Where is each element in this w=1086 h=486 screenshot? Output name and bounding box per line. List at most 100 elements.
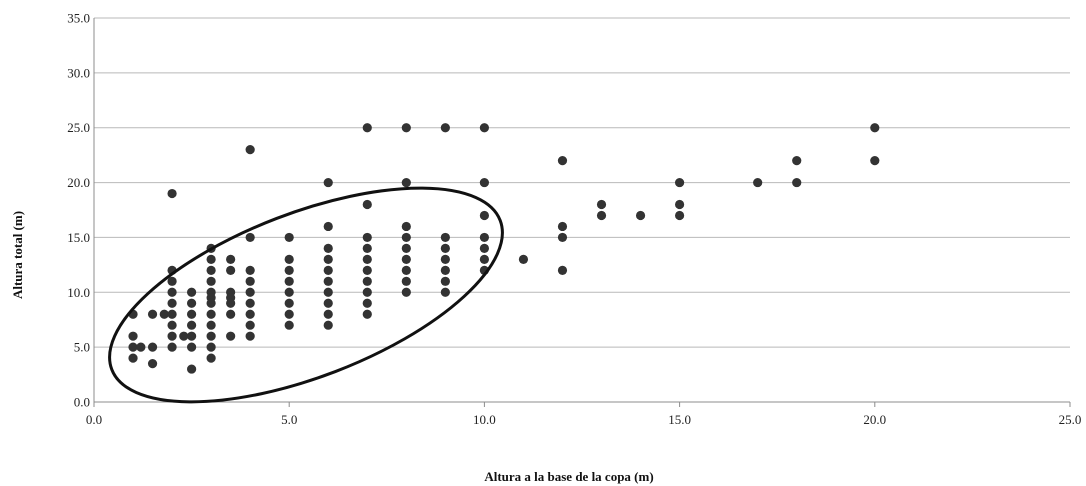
data-point <box>323 320 333 330</box>
data-point <box>187 342 197 352</box>
data-point <box>440 243 450 253</box>
data-point <box>362 232 372 243</box>
data-point <box>557 156 568 166</box>
data-point <box>167 276 177 286</box>
data-point <box>245 265 255 275</box>
y-tick-label: 35.0 <box>67 11 90 26</box>
data-point <box>245 331 255 341</box>
y-axis-title: Altura total (m) <box>10 211 25 299</box>
data-point <box>440 232 450 243</box>
data-point <box>245 145 255 155</box>
data-point <box>401 123 411 133</box>
data-point <box>675 199 685 210</box>
data-point <box>206 342 216 352</box>
data-point <box>128 331 138 341</box>
data-point <box>753 177 763 188</box>
data-point <box>147 342 158 352</box>
gridlines <box>94 17 1070 348</box>
data-point <box>362 276 372 286</box>
data-point <box>440 287 450 297</box>
data-point <box>206 298 216 308</box>
data-point <box>596 199 607 210</box>
data-point <box>245 309 255 319</box>
axes <box>93 18 1071 407</box>
data-point <box>206 254 216 264</box>
y-tick-label: 5.0 <box>74 340 90 355</box>
data-point <box>187 298 197 308</box>
data-point <box>284 309 294 319</box>
data-point <box>245 232 255 243</box>
data-point <box>518 254 529 264</box>
x-tick-labels: 0.0 5.0 10.0 15.0 20.0 25.0 <box>86 412 1082 427</box>
data-point <box>226 298 236 308</box>
data-point <box>206 320 216 330</box>
data-point <box>323 265 333 275</box>
data-point <box>479 232 489 243</box>
data-point <box>362 254 372 264</box>
data-point <box>128 353 138 363</box>
data-point <box>323 243 333 253</box>
data-point <box>870 156 880 166</box>
data-point <box>401 221 411 232</box>
data-point <box>147 359 158 369</box>
data-point <box>206 309 216 319</box>
cluster-ellipse-annotation <box>108 186 504 404</box>
y-tick-label: 30.0 <box>67 65 90 80</box>
data-point <box>226 254 236 264</box>
data-point <box>167 309 177 319</box>
data-point <box>187 331 197 341</box>
data-point <box>245 298 255 308</box>
data-point <box>440 123 450 133</box>
data-point <box>167 331 177 341</box>
data-point <box>167 342 177 352</box>
data-point <box>323 309 333 319</box>
data-point <box>401 276 411 286</box>
y-tick-label: 25.0 <box>67 120 90 135</box>
data-point <box>479 243 489 253</box>
y-tick-labels: 0.0 5.0 10.0 15.0 20.0 25.0 30.0 35.0 <box>67 11 90 410</box>
data-point <box>362 287 372 297</box>
data-point <box>362 309 372 319</box>
data-point <box>159 309 169 319</box>
data-point <box>187 320 197 330</box>
data-point <box>635 210 646 221</box>
data-point <box>226 331 236 341</box>
data-point <box>167 298 177 308</box>
data-point <box>401 177 411 188</box>
data-point <box>362 265 372 275</box>
y-tick-label: 10.0 <box>67 285 90 300</box>
x-axis-title: Altura a la base de la copa (m) <box>484 469 653 484</box>
data-point <box>401 232 411 243</box>
x-tick-label: 0.0 <box>86 412 102 427</box>
data-point <box>284 298 294 308</box>
data-point <box>128 342 138 352</box>
data-point <box>284 254 294 264</box>
data-point <box>245 320 255 330</box>
data-point <box>596 210 607 221</box>
data-point <box>870 123 880 133</box>
data-point <box>206 331 216 341</box>
x-tick-label: 10.0 <box>473 412 496 427</box>
data-point <box>323 254 333 264</box>
data-point <box>245 276 255 286</box>
data-point <box>440 276 450 286</box>
data-point <box>167 320 177 330</box>
data-point <box>284 276 294 286</box>
data-points <box>128 123 880 374</box>
data-point <box>323 276 333 286</box>
data-point <box>179 331 189 341</box>
data-point <box>245 287 255 297</box>
data-point <box>557 265 568 275</box>
data-point <box>147 309 158 319</box>
data-point <box>284 287 294 297</box>
data-point <box>187 309 197 319</box>
data-point <box>675 210 685 221</box>
data-point <box>206 276 216 286</box>
y-tick-label: 15.0 <box>67 230 90 245</box>
data-point <box>401 265 411 275</box>
data-point <box>440 254 450 264</box>
data-point <box>323 177 333 188</box>
x-tick-label: 20.0 <box>863 412 886 427</box>
data-point <box>362 243 372 253</box>
